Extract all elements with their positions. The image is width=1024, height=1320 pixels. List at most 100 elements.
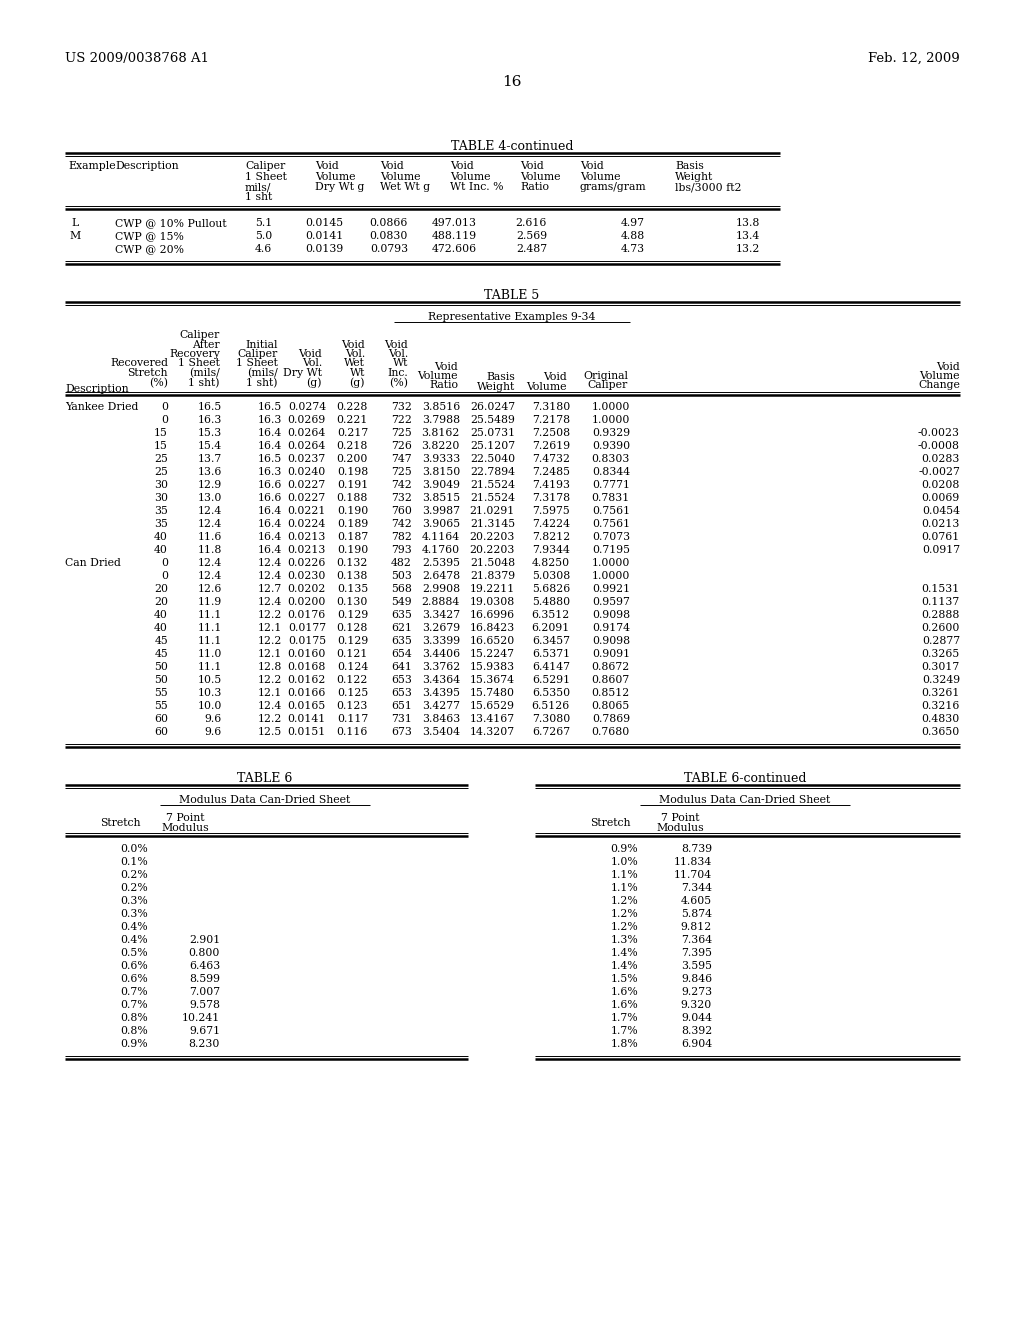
Text: 0.0213: 0.0213 <box>288 532 326 543</box>
Text: 11.1: 11.1 <box>198 636 222 645</box>
Text: 4.73: 4.73 <box>621 244 645 253</box>
Text: 12.4: 12.4 <box>198 572 222 581</box>
Text: 10.0: 10.0 <box>198 701 222 711</box>
Text: 3.9049: 3.9049 <box>422 480 460 490</box>
Text: 0.7869: 0.7869 <box>592 714 630 723</box>
Text: 0.0069: 0.0069 <box>922 492 961 503</box>
Text: 0.129: 0.129 <box>337 636 368 645</box>
Text: 1.7%: 1.7% <box>610 1026 638 1036</box>
Text: 9.273: 9.273 <box>681 987 712 997</box>
Text: 0.6%: 0.6% <box>120 974 148 983</box>
Text: 20: 20 <box>154 583 168 594</box>
Text: 45: 45 <box>155 649 168 659</box>
Text: grams/gram: grams/gram <box>580 182 646 191</box>
Text: Void: Void <box>384 339 408 350</box>
Text: CWP @ 15%: CWP @ 15% <box>115 231 184 242</box>
Text: 12.2: 12.2 <box>258 636 282 645</box>
Text: After: After <box>193 339 220 350</box>
Text: 0.218: 0.218 <box>337 441 368 451</box>
Text: 0.123: 0.123 <box>337 701 368 711</box>
Text: 0.3650: 0.3650 <box>922 727 961 737</box>
Text: Description: Description <box>65 384 129 393</box>
Text: Wt: Wt <box>349 368 365 378</box>
Text: Modulus Data Can-Dried Sheet: Modulus Data Can-Dried Sheet <box>179 795 350 805</box>
Text: 0.0761: 0.0761 <box>922 532 961 543</box>
Text: 16.3: 16.3 <box>258 414 282 425</box>
Text: 2.8884: 2.8884 <box>422 597 460 607</box>
Text: 1.5%: 1.5% <box>610 974 638 983</box>
Text: 747: 747 <box>391 454 412 465</box>
Text: (mils/: (mils/ <box>189 368 220 379</box>
Text: 0.0141: 0.0141 <box>305 231 343 242</box>
Text: 635: 635 <box>391 636 412 645</box>
Text: 12.8: 12.8 <box>258 663 282 672</box>
Text: 3.8515: 3.8515 <box>422 492 460 503</box>
Text: 732: 732 <box>391 492 412 503</box>
Text: 21.5524: 21.5524 <box>470 492 515 503</box>
Text: 0.0145: 0.0145 <box>305 218 343 228</box>
Text: 3.4406: 3.4406 <box>422 649 460 659</box>
Text: 11.1: 11.1 <box>198 610 222 620</box>
Text: 20: 20 <box>154 597 168 607</box>
Text: M: M <box>70 231 81 242</box>
Text: TABLE 4-continued: TABLE 4-continued <box>451 140 573 153</box>
Text: 503: 503 <box>391 572 412 581</box>
Text: Representative Examples 9-34: Representative Examples 9-34 <box>428 312 596 322</box>
Text: 0.0177: 0.0177 <box>288 623 326 634</box>
Text: 0.0166: 0.0166 <box>288 688 326 698</box>
Text: 30: 30 <box>154 492 168 503</box>
Text: 16.8423: 16.8423 <box>470 623 515 634</box>
Text: TABLE 6-continued: TABLE 6-continued <box>684 772 806 785</box>
Text: 12.4: 12.4 <box>258 701 282 711</box>
Text: 11.9: 11.9 <box>198 597 222 607</box>
Text: lbs/3000 ft2: lbs/3000 ft2 <box>675 182 741 191</box>
Text: 4.605: 4.605 <box>681 896 712 906</box>
Text: 1.1%: 1.1% <box>610 870 638 880</box>
Text: 0: 0 <box>161 572 168 581</box>
Text: 1 Sheet: 1 Sheet <box>178 359 220 368</box>
Text: Volume: Volume <box>580 172 621 181</box>
Text: 725: 725 <box>391 467 412 477</box>
Text: 35: 35 <box>155 506 168 516</box>
Text: 3.8516: 3.8516 <box>422 403 460 412</box>
Text: 0.0200: 0.0200 <box>288 597 326 607</box>
Text: 11.6: 11.6 <box>198 532 222 543</box>
Text: 12.7: 12.7 <box>258 583 282 594</box>
Text: 8.599: 8.599 <box>189 974 220 983</box>
Text: 7.2485: 7.2485 <box>532 467 570 477</box>
Text: 60: 60 <box>154 714 168 723</box>
Text: 0.8065: 0.8065 <box>592 701 630 711</box>
Text: 0.129: 0.129 <box>337 610 368 620</box>
Text: 7.395: 7.395 <box>681 948 712 958</box>
Text: 12.4: 12.4 <box>258 558 282 568</box>
Text: 0: 0 <box>161 403 168 412</box>
Text: 0.7831: 0.7831 <box>592 492 630 503</box>
Text: Description: Description <box>115 161 178 172</box>
Text: 25: 25 <box>155 454 168 465</box>
Text: 5.0308: 5.0308 <box>531 572 570 581</box>
Text: 25.0731: 25.0731 <box>470 428 515 438</box>
Text: 10.3: 10.3 <box>198 688 222 698</box>
Text: 13.7: 13.7 <box>198 454 222 465</box>
Text: 653: 653 <box>391 675 412 685</box>
Text: 4.8250: 4.8250 <box>531 558 570 568</box>
Text: 1.4%: 1.4% <box>610 961 638 972</box>
Text: Void: Void <box>544 372 567 381</box>
Text: 4.6: 4.6 <box>255 244 272 253</box>
Text: Volume: Volume <box>380 172 421 181</box>
Text: Void: Void <box>580 161 604 172</box>
Text: 7 Point: 7 Point <box>660 813 699 822</box>
Text: 22.5040: 22.5040 <box>470 454 515 465</box>
Text: Void: Void <box>936 362 961 371</box>
Text: 7.3180: 7.3180 <box>531 403 570 412</box>
Text: 12.2: 12.2 <box>258 610 282 620</box>
Text: 0.0237: 0.0237 <box>288 454 326 465</box>
Text: 2.9908: 2.9908 <box>422 583 460 594</box>
Text: 1.1%: 1.1% <box>610 883 638 894</box>
Text: Caliper: Caliper <box>180 330 220 341</box>
Text: 568: 568 <box>391 583 412 594</box>
Text: 793: 793 <box>391 545 412 554</box>
Text: Caliper: Caliper <box>245 161 286 172</box>
Text: Weight: Weight <box>675 172 714 181</box>
Text: 12.4: 12.4 <box>198 519 222 529</box>
